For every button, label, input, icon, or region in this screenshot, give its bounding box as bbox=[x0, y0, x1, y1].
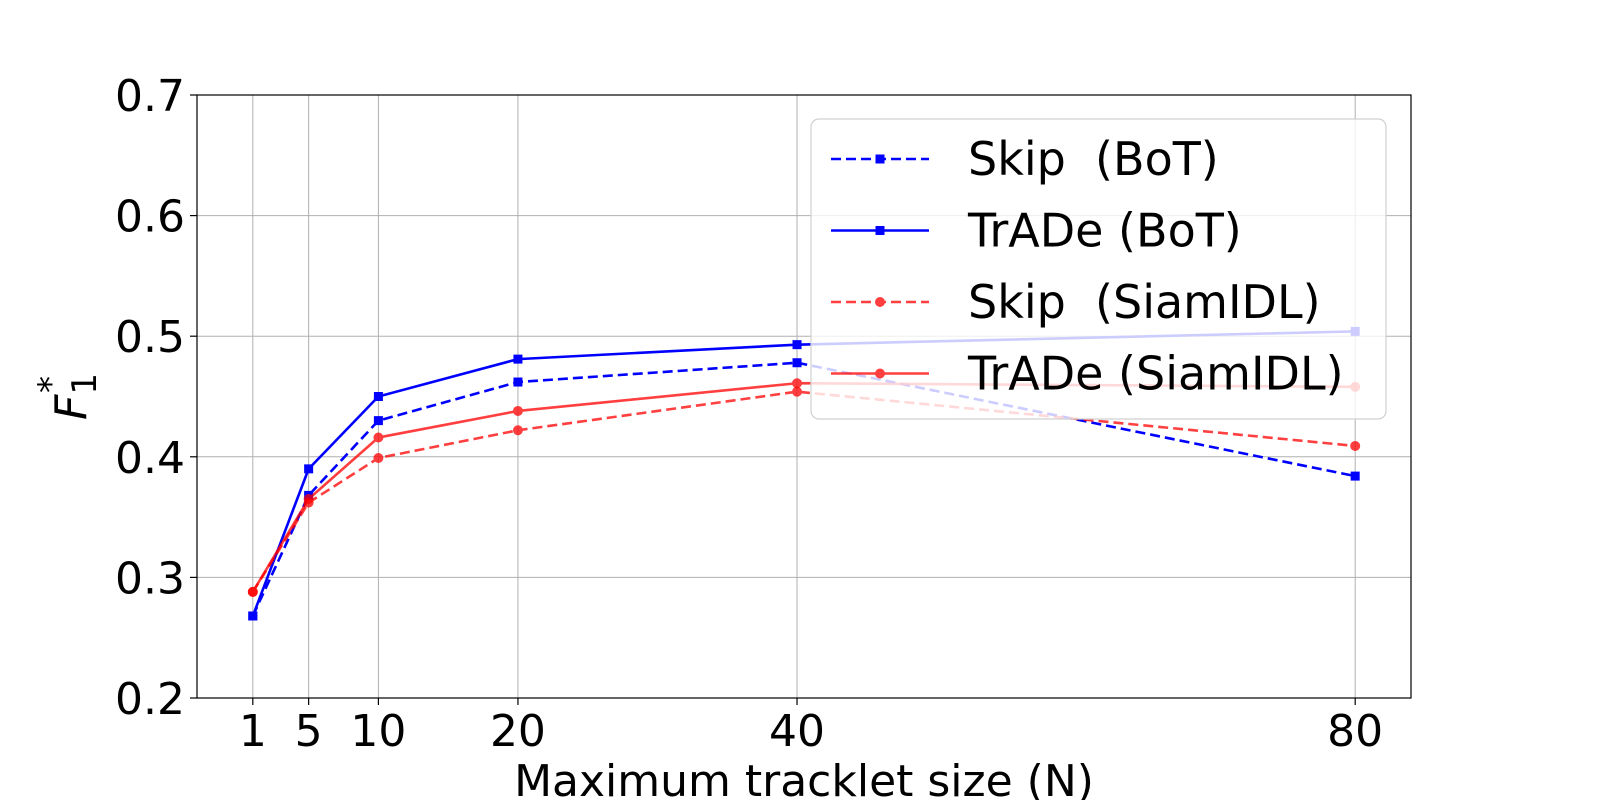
y-tick-label: 0.6 bbox=[115, 192, 185, 243]
data-point bbox=[373, 432, 384, 443]
data-point bbox=[247, 586, 258, 597]
legend-entry bbox=[831, 154, 929, 164]
data-point bbox=[513, 377, 523, 387]
data-point bbox=[373, 416, 383, 426]
data-point bbox=[1350, 440, 1361, 451]
y-axis-label-subscript: 1 bbox=[65, 373, 105, 395]
legend-label: TrADe (SiamIDL) bbox=[967, 347, 1344, 401]
series-line bbox=[251, 390, 1356, 593]
y-tick-label: 0.7 bbox=[115, 71, 185, 122]
y-axis-label-superscript: * bbox=[31, 376, 71, 393]
legend-marker bbox=[875, 368, 885, 379]
x-tick-label: 80 bbox=[1327, 706, 1383, 757]
y-tick-label: 0.5 bbox=[115, 312, 185, 363]
legend-label: TrADe (BoT) bbox=[967, 204, 1242, 258]
data-point bbox=[373, 392, 383, 401]
x-tick-label: 1 bbox=[239, 706, 267, 757]
legend-marker bbox=[875, 226, 885, 235]
data-point bbox=[512, 425, 523, 436]
y-tick-label: 0.3 bbox=[115, 553, 185, 604]
legend-label: Skip (BoT) bbox=[968, 132, 1219, 186]
legend: Skip (BoT) TrADe (BoT) Skip (SiamIDL) TrADe… bbox=[810, 118, 1387, 420]
data-point bbox=[373, 453, 384, 464]
data-point bbox=[792, 358, 802, 368]
x-tick-label: 5 bbox=[295, 706, 323, 757]
legend-marker bbox=[875, 154, 885, 164]
legend-entry bbox=[831, 368, 929, 379]
data-point bbox=[792, 340, 802, 350]
y-tick-label: 0.4 bbox=[115, 433, 185, 484]
legend-box bbox=[810, 118, 1387, 420]
ticks: 1 5 10 20 40 80 0.2 0.3 0.4 0.5 0.6 0.7 bbox=[115, 71, 1383, 757]
legend-label: Skip (SiamIDL) bbox=[968, 275, 1321, 329]
data-point bbox=[792, 386, 803, 397]
data-point bbox=[513, 354, 523, 364]
data-point bbox=[792, 378, 803, 389]
data-point bbox=[303, 494, 314, 505]
legend-marker bbox=[875, 297, 885, 307]
data-point bbox=[248, 611, 258, 621]
y-axis-label: F1* bbox=[31, 373, 105, 420]
y-tick-label: 0.2 bbox=[115, 674, 185, 725]
x-tick-label: 40 bbox=[769, 706, 825, 757]
x-axis-label: Maximum tracklet size (N) bbox=[514, 756, 1094, 800]
y-axis-label-main: F bbox=[46, 394, 97, 420]
x-tick-label: 20 bbox=[490, 706, 546, 757]
x-tick-label: 10 bbox=[350, 706, 406, 757]
legend-entry bbox=[831, 226, 929, 235]
plot-frame bbox=[196, 94, 1412, 699]
legend-entry bbox=[831, 297, 929, 307]
data-point bbox=[1350, 471, 1360, 481]
data-point bbox=[304, 464, 314, 474]
data-point bbox=[512, 405, 523, 416]
